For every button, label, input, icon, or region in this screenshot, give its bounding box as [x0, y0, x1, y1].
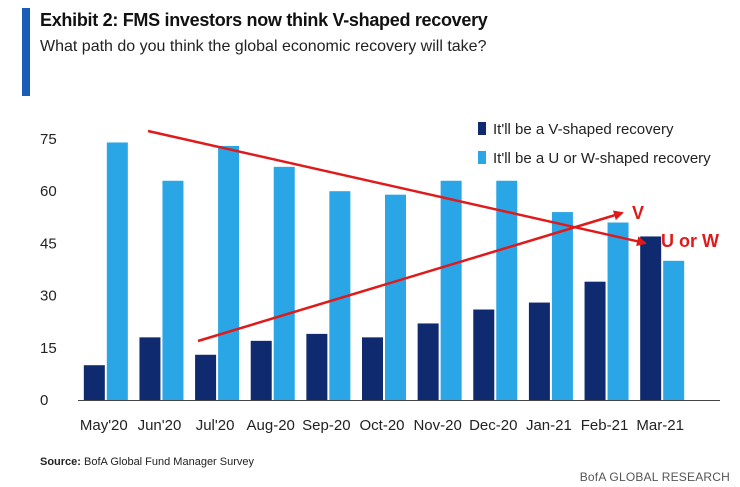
bar-v-shaped: [139, 337, 161, 400]
footer-brand: BofA GLOBAL RESEARCH: [579, 470, 730, 484]
bar-v-shaped: [473, 309, 495, 400]
annotation-v: V: [632, 203, 644, 223]
u-or-w-trend-arrow: [147, 129, 647, 247]
y-tick-label: 60: [40, 183, 57, 200]
chart-title: Exhibit 2: FMS investors now think V-sha…: [40, 10, 488, 30]
chart-subtitle: What path do you think the global econom…: [40, 38, 487, 55]
source-label: Source:: [40, 456, 81, 468]
bar-u-or-w-shaped: [551, 212, 573, 400]
bar-v-shaped: [640, 236, 662, 400]
bar-v-shaped: [584, 281, 606, 400]
bars: [83, 142, 685, 401]
bar-u-or-w-shaped: [218, 145, 240, 400]
x-tick-label: Mar-21: [636, 417, 684, 434]
bar-u-or-w-shaped: [663, 260, 685, 400]
legend: It'll be a V-shaped recovery It'll be a U…: [478, 121, 711, 167]
legend-label: It'll be a V-shaped recovery: [493, 121, 674, 138]
x-tick-label: Oct-20: [359, 417, 404, 434]
y-tick-label: 15: [40, 340, 57, 357]
source-text: BofA Global Fund Manager Survey: [84, 456, 255, 468]
v-trend-arrow: [197, 210, 624, 343]
y-tick-label: 45: [40, 235, 57, 252]
x-tick-label: May'20: [80, 417, 128, 434]
bar-v-shaped: [250, 340, 272, 400]
legend-swatch: [478, 122, 486, 135]
x-axis: May'20 Jun'20 Jul'20 Aug-20 Sep-20 Oct-20 Nov-…: [80, 417, 684, 434]
x-tick-label: Nov-20: [413, 417, 461, 434]
bar-u-or-w-shaped: [440, 180, 462, 400]
bar-u-or-w-shaped: [106, 142, 128, 401]
bar-u-or-w-shaped: [329, 191, 351, 400]
accent-bar: [22, 8, 30, 96]
bar-v-shaped: [417, 323, 439, 400]
bar-v-shaped: [528, 302, 550, 400]
x-tick-label: Sep-20: [302, 417, 350, 434]
bar-u-or-w-shaped: [273, 166, 295, 400]
x-tick-label: Aug-20: [247, 417, 295, 434]
bar-u-or-w-shaped: [162, 180, 184, 400]
bar-u-or-w-shaped: [385, 194, 406, 400]
bar-u-or-w-shaped: [496, 180, 518, 400]
legend-swatch: [478, 151, 486, 164]
x-tick-label: Dec-20: [469, 417, 517, 434]
x-tick-label: Jun'20: [138, 417, 182, 434]
annotation-u-or-w: U or W: [661, 231, 719, 251]
bar-v-shaped: [306, 333, 328, 400]
trend-arrows: V U or W: [147, 129, 719, 343]
legend-label: It'll be a U or W-shaped recovery: [493, 150, 711, 167]
y-axis: 0 15 30 45 60 75: [40, 131, 57, 409]
bar-u-or-w-shaped: [607, 222, 629, 400]
bar-v-shaped: [362, 337, 383, 400]
y-tick-label: 0: [40, 392, 48, 409]
bar-v-shaped: [83, 365, 105, 400]
x-tick-label: Jul'20: [196, 417, 235, 434]
x-tick-label: Feb-21: [581, 417, 629, 434]
y-tick-label: 30: [40, 288, 57, 305]
source-note: Source: BofA Global Fund Manager Survey: [40, 456, 254, 468]
x-tick-label: Jan-21: [526, 417, 572, 434]
bar-v-shaped: [195, 354, 217, 400]
y-tick-label: 75: [40, 131, 57, 148]
